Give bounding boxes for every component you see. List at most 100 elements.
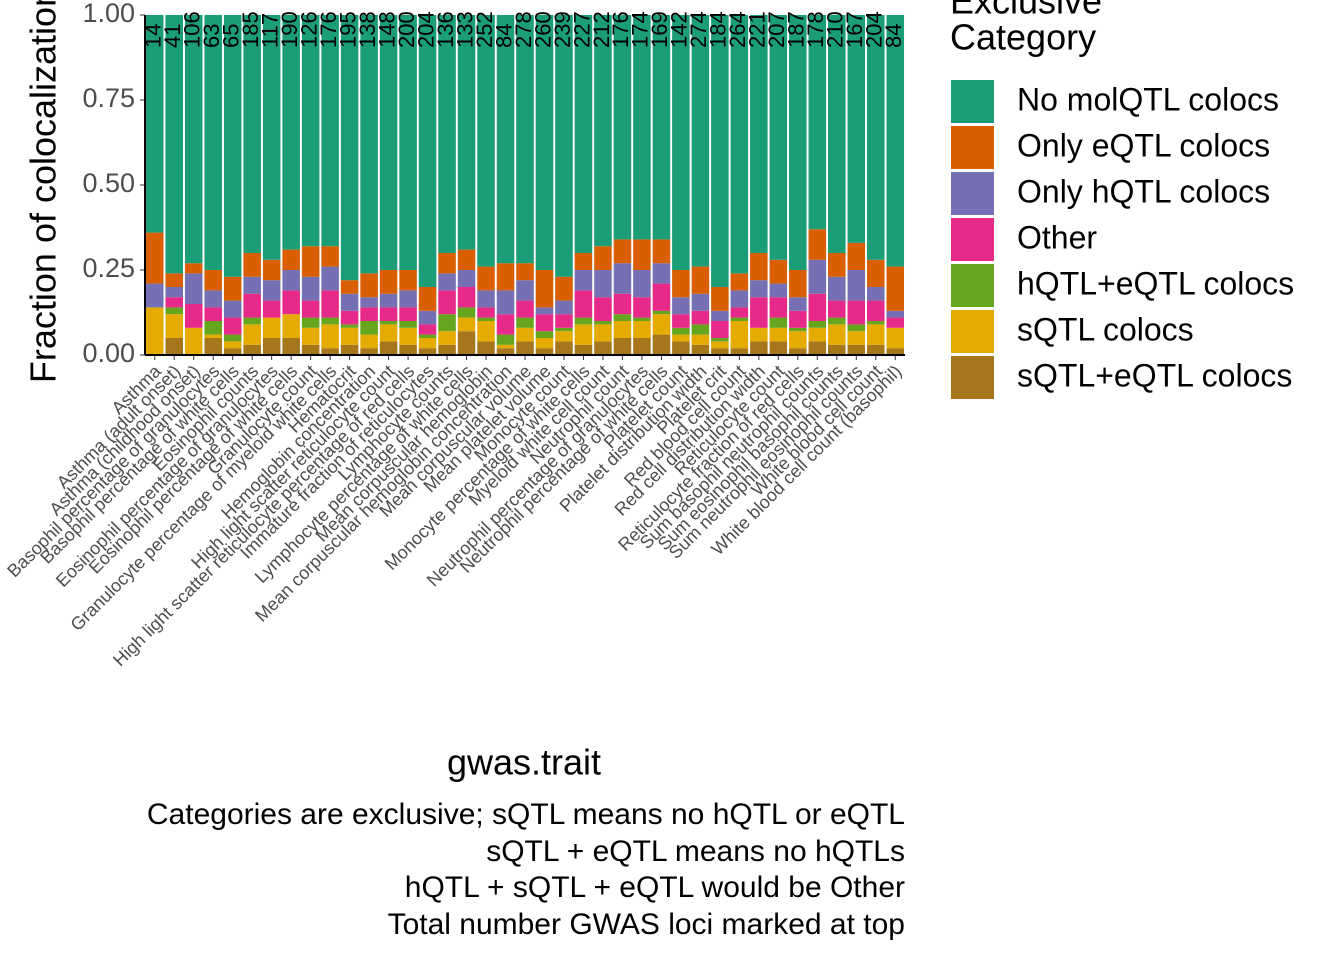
bar-segment <box>828 317 846 325</box>
bar-segment <box>808 229 827 260</box>
bar-segment <box>204 334 222 338</box>
bar-segment <box>243 15 261 253</box>
bar-segment <box>262 317 281 338</box>
legend-label: No molQTL colocs <box>1017 81 1279 117</box>
bar-segment <box>789 15 807 270</box>
bar-segment <box>594 270 612 298</box>
bar-segment <box>184 263 203 274</box>
bar-segment <box>828 344 846 355</box>
bar-segment <box>594 321 612 325</box>
bar-segment <box>750 15 768 253</box>
bar-segment <box>223 276 242 301</box>
bar-segment <box>789 297 807 311</box>
bar-segment <box>360 334 378 349</box>
bar-segment <box>204 338 222 355</box>
bar-segment <box>262 338 281 355</box>
total-label: 278 <box>511 11 536 48</box>
bar-segment <box>886 15 905 267</box>
bar-segment <box>282 314 300 338</box>
bar-segment <box>204 290 222 308</box>
total-label: 142 <box>667 11 692 48</box>
bar-segment <box>652 334 671 355</box>
bar-segment <box>145 307 164 355</box>
bar-segment <box>204 321 222 335</box>
bar-segment <box>223 300 242 318</box>
bar-segment <box>769 327 788 342</box>
bar-segment <box>516 341 534 355</box>
bar-segment <box>672 314 690 328</box>
bar-segment <box>886 310 905 318</box>
bar-segment <box>769 15 788 260</box>
bar-segment <box>711 348 729 355</box>
bar-segment <box>418 334 437 338</box>
bar-segment <box>243 276 261 294</box>
bar-segment <box>750 297 768 328</box>
bar-segment <box>516 317 534 328</box>
total-label: 148 <box>374 11 399 48</box>
bar-segment <box>847 15 866 243</box>
bar-segment <box>223 341 242 349</box>
bar-segment <box>750 327 768 342</box>
bar-segment <box>418 15 437 287</box>
bar-segment <box>282 249 300 270</box>
total-label: 138 <box>355 11 380 48</box>
bar-segment <box>457 331 476 355</box>
bar-segment <box>750 253 768 281</box>
bar-segment <box>301 15 320 247</box>
legend-label: sQTL colocs <box>1017 311 1194 347</box>
bar-segment <box>282 290 300 315</box>
bar-segment <box>867 287 885 301</box>
bar-segment <box>340 344 359 355</box>
bar-segment <box>691 310 710 325</box>
bar-segment <box>301 317 320 328</box>
bar-segment <box>574 324 593 345</box>
total-label: 252 <box>472 11 497 48</box>
bar-segment <box>594 341 612 355</box>
bar-segment <box>633 297 651 318</box>
legend-key <box>951 356 994 399</box>
caption: Total number GWAS loci marked at top <box>388 908 905 941</box>
bar-segment <box>165 297 183 308</box>
total-label: 176 <box>316 11 341 48</box>
bar-segment <box>691 15 710 267</box>
bar-segment <box>165 338 183 355</box>
bar-segment <box>516 263 534 281</box>
bar-segment <box>555 341 573 355</box>
total-label: 187 <box>784 11 809 48</box>
bar-segment <box>808 321 827 328</box>
bar-segment <box>828 276 846 301</box>
total-label: 169 <box>647 11 672 48</box>
bar-segment <box>672 15 690 270</box>
bar-segment <box>418 348 437 355</box>
bar-segment <box>555 314 573 328</box>
bar-segment <box>496 15 515 264</box>
total-label: 117 <box>257 13 282 48</box>
total-label: 190 <box>277 11 302 48</box>
bar-segment <box>633 239 651 270</box>
total-label: 84 <box>881 24 906 48</box>
bar-segment <box>867 259 885 287</box>
y-tick-label: 0.50 <box>82 168 135 198</box>
total-label: 239 <box>550 11 575 48</box>
bar-segment <box>594 324 612 342</box>
bar-segment <box>340 310 359 325</box>
bar-segment <box>301 246 320 277</box>
legend-key <box>951 264 994 307</box>
total-label: 212 <box>589 11 614 48</box>
bar-segment <box>633 321 651 338</box>
bar-segment <box>477 317 495 321</box>
bar-segment <box>691 334 710 345</box>
legend-title: Exclusive <box>950 0 1102 22</box>
bar-segment <box>360 273 378 298</box>
bar-segment <box>691 293 710 311</box>
bar-segment <box>477 15 495 267</box>
bar-segment <box>555 327 573 332</box>
caption: sQTL + eQTL means no hQTLs <box>486 835 905 868</box>
total-label: 195 <box>335 11 360 48</box>
bar-segment <box>613 314 632 321</box>
bar-segment <box>808 259 827 294</box>
bar-segment <box>340 327 359 345</box>
legend-label: Only eQTL colocs <box>1017 127 1270 163</box>
bar-segment <box>477 290 495 308</box>
total-label: 176 <box>608 11 633 48</box>
